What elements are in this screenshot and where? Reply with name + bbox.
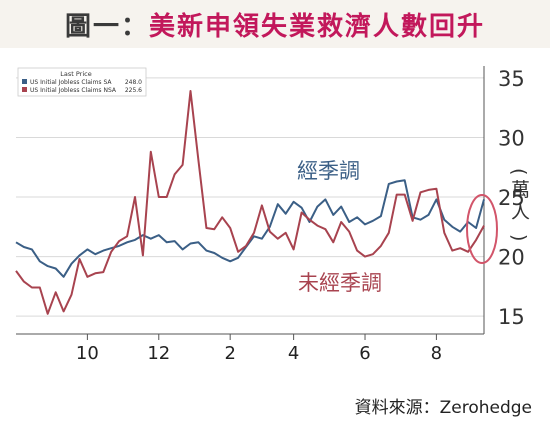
line-chart: 1520253035(萬人)1020221222023468經季調未經季調Las… <box>15 66 530 362</box>
x-tick-label-4: 4 <box>288 343 299 362</box>
source-value: Zerohedge <box>439 398 532 418</box>
title-prefix: 圖一： <box>64 12 149 42</box>
y-unit-char: ) <box>508 234 530 241</box>
y-tick-label-30: 30 <box>498 126 525 150</box>
highlight-ellipse <box>466 194 498 264</box>
title-main: 美新申領失業救濟人數回升 <box>149 12 486 42</box>
y-tick-label-35: 35 <box>498 67 525 91</box>
x-tick-label-8: 8 <box>431 343 442 362</box>
source-label: 資料來源： <box>354 398 440 418</box>
chart-area: 1520253035(萬人)1020221222023468經季調未經季調Las… <box>14 62 535 362</box>
legend-entry-name-1: US Initial Jobless Claims NSA <box>30 87 117 94</box>
series-line-nsa <box>15 90 485 315</box>
annotation-nsa: 未經季調 <box>298 271 382 295</box>
y-unit-char: 萬 <box>511 179 530 201</box>
title-bar <box>0 0 550 48</box>
y-tick-label-15: 15 <box>498 305 525 329</box>
y-tick-label-25: 25 <box>498 186 525 210</box>
legend-swatch-1 <box>22 87 27 92</box>
y-tick-label-20: 20 <box>498 246 525 270</box>
legend-box <box>17 67 147 97</box>
x-tick-label-10: 10 <box>76 343 99 362</box>
series-line-sa <box>15 179 485 278</box>
legend-entry-value-0: 248.0 <box>125 79 142 86</box>
x-tick-label-2: 2 <box>224 343 235 362</box>
x-tick-label-6: 6 <box>359 343 370 362</box>
source-note: 資料來源：Zerohedge <box>355 393 532 418</box>
legend-entry-value-1: 225.6 <box>125 87 142 94</box>
y-unit-label: ( 萬人) <box>508 168 530 241</box>
annotation-sa: 經季調 <box>297 159 360 183</box>
chart-title: 圖一：美新申領失業救濟人數回升 <box>0 6 550 43</box>
legend-entry-name-0: US Initial Jobless Claims SA <box>30 79 112 86</box>
legend-swatch-0 <box>22 79 27 84</box>
x-tick-label-12: 12 <box>147 343 170 362</box>
legend-title: Last Price <box>60 70 91 78</box>
y-unit-char: ( <box>508 168 530 175</box>
y-unit-char: 人 <box>511 201 530 223</box>
